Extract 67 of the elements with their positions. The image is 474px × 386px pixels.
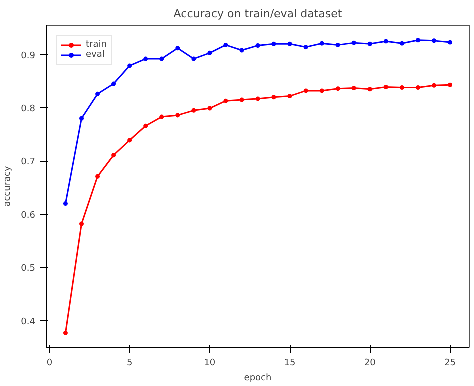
point [368, 87, 372, 92]
point [448, 82, 453, 88]
point [416, 86, 420, 90]
point [208, 106, 212, 111]
y-tick-label: 0.9 [21, 51, 36, 62]
point [63, 330, 68, 336]
point [304, 88, 308, 94]
point [176, 113, 180, 118]
legend-label: eval [86, 50, 106, 60]
point [80, 222, 84, 226]
point [416, 38, 420, 43]
legend-label: train [86, 40, 107, 50]
point [384, 39, 388, 44]
point [288, 94, 292, 99]
point [384, 84, 388, 90]
x-tick-label: 25 [444, 358, 456, 368]
point [320, 41, 324, 46]
x-axis-title: epoch [244, 374, 272, 384]
point [128, 138, 132, 143]
point [352, 86, 356, 91]
point [176, 46, 180, 51]
chart-title: Accuracy on train/eval dataset [174, 8, 343, 20]
y-tick-label: 0.4 [21, 317, 36, 328]
point [96, 92, 100, 96]
point [208, 50, 212, 56]
point [240, 98, 244, 102]
point [80, 116, 84, 121]
point [256, 96, 260, 102]
point [288, 42, 292, 46]
y-tick-label: 0.6 [21, 210, 36, 221]
y-tick-label: 0.5 [21, 264, 36, 274]
point [240, 48, 244, 53]
x-tick-label: 0 [46, 358, 53, 368]
point [224, 98, 228, 104]
point [112, 153, 116, 158]
point [400, 41, 404, 46]
point [192, 108, 196, 113]
point [272, 42, 276, 46]
y-tick-label: 0.7 [21, 158, 36, 168]
point [320, 88, 324, 94]
point [400, 86, 404, 90]
point [224, 42, 228, 48]
point [304, 45, 308, 50]
point [63, 202, 68, 206]
y-tick-label: 0.8 [21, 104, 36, 114]
point [160, 56, 164, 62]
point [96, 174, 100, 179]
point [448, 40, 453, 45]
point [144, 56, 148, 62]
point [432, 38, 436, 44]
point [256, 43, 260, 48]
x-tick-label: 5 [126, 358, 133, 368]
point [368, 42, 372, 46]
x-tick-label: 15 [284, 358, 296, 368]
y-axis-title: accuracy [3, 166, 14, 207]
point [272, 95, 276, 100]
x-tick-label: 10 [204, 358, 216, 368]
point [352, 40, 356, 46]
x-tick-label: 20 [364, 358, 376, 368]
point [112, 82, 116, 86]
point [192, 56, 196, 62]
point [432, 83, 436, 88]
point [336, 86, 340, 92]
point [160, 114, 164, 120]
point [144, 124, 148, 128]
point [336, 42, 340, 48]
point [128, 64, 132, 68]
